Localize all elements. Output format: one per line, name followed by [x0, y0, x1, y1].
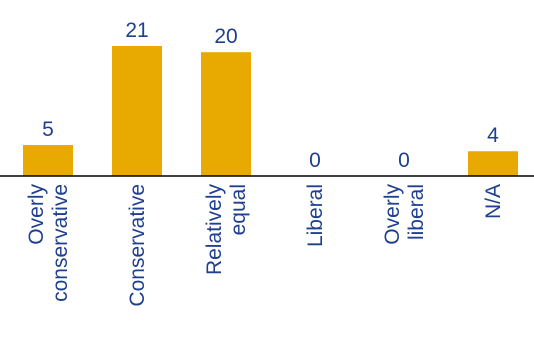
tick-label-3: Liberal [304, 184, 327, 247]
value-label-2: 20 [214, 25, 237, 48]
tick-label-5: N/A [482, 184, 505, 219]
tick-label-1-line-0: Conservative [126, 184, 149, 307]
bar-0 [23, 145, 73, 176]
tick-label-4-line-0: Overly [381, 184, 404, 245]
bar-1 [112, 46, 162, 176]
tick-label-0-line-1: conservative [49, 184, 72, 302]
tick-label-4-line-1: liberal [405, 184, 428, 240]
tick-label-5-line-0: N/A [482, 184, 505, 219]
tick-label-3-line-0: Liberal [304, 184, 327, 247]
tick-label-2-line-0: Relatively [203, 184, 226, 276]
tick-label-0-line-0: Overly [25, 184, 48, 245]
tick-labels-group: Overly conservative Conservative Relatively… [25, 184, 505, 307]
value-labels-group: 5 21 20 0 0 4 [42, 19, 499, 172]
value-label-4: 0 [398, 149, 410, 172]
bar-2 [201, 52, 251, 176]
tick-label-2-line-1: equal [227, 184, 250, 235]
tick-label-1: Conservative [126, 184, 149, 307]
bar-5 [468, 151, 518, 176]
value-label-0: 5 [42, 118, 54, 141]
tick-label-2: Relatively equal [203, 184, 250, 276]
tick-label-0: Overly conservative [25, 184, 72, 302]
bars-group [23, 46, 518, 176]
value-label-3: 0 [309, 149, 321, 172]
tick-label-4: Overly liberal [381, 184, 428, 245]
value-label-5: 4 [487, 124, 499, 147]
value-label-1: 21 [125, 19, 148, 42]
